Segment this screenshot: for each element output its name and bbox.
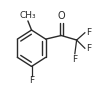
- Text: F: F: [29, 76, 34, 85]
- Text: F: F: [86, 44, 91, 53]
- Text: F: F: [86, 28, 91, 37]
- Text: CH₃: CH₃: [20, 11, 36, 20]
- Text: O: O: [57, 11, 65, 21]
- Text: F: F: [72, 55, 77, 64]
